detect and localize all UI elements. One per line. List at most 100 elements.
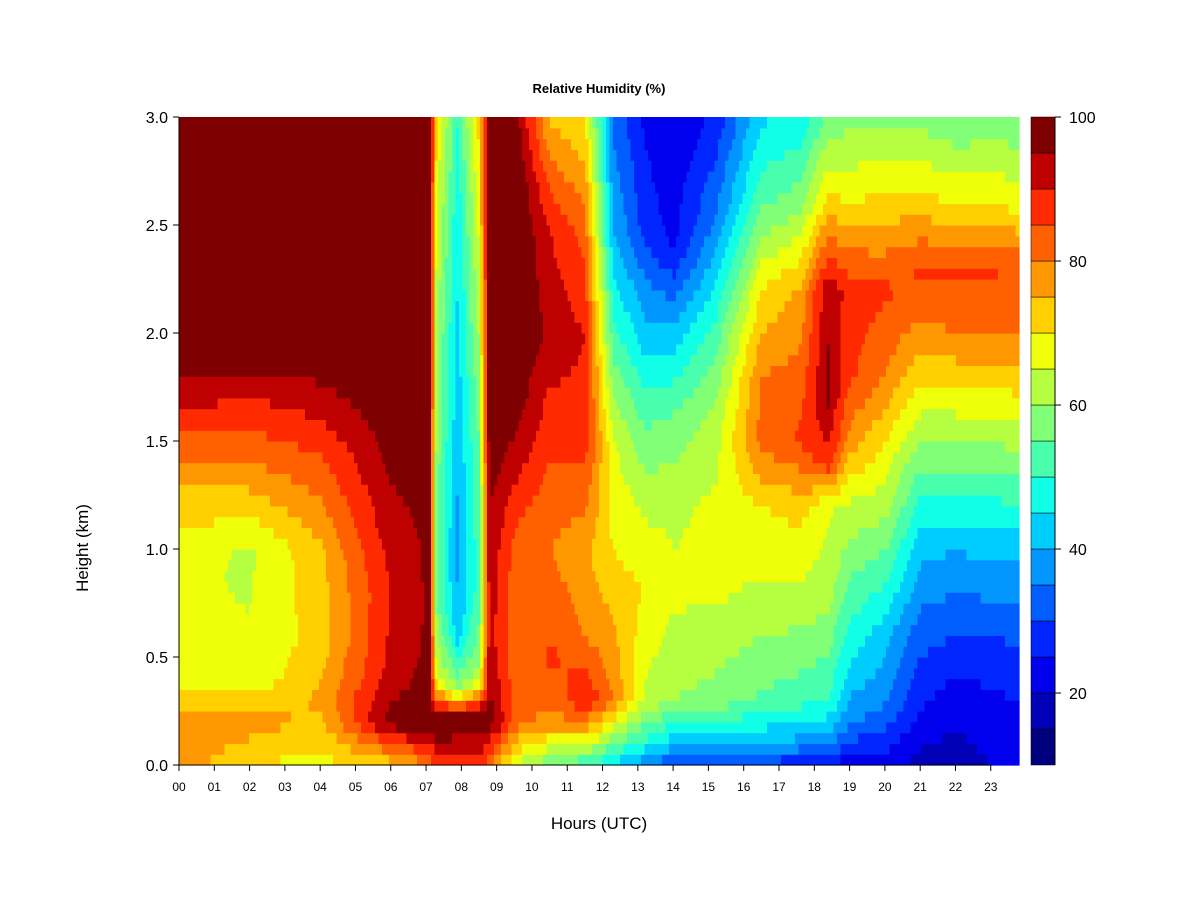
heatmap-cell [434, 646, 439, 658]
heatmap-cell [263, 419, 268, 431]
heatmap-cell [224, 235, 229, 248]
heatmap-cell [434, 430, 439, 442]
heatmap-cell [214, 559, 219, 572]
heatmap-cell [340, 225, 345, 237]
heatmap-cell [343, 635, 348, 647]
heatmap-cell [462, 678, 467, 690]
heatmap-cell [224, 300, 229, 312]
heatmap-cell [406, 117, 411, 129]
heatmap-cell [466, 192, 471, 204]
heatmap-cell [245, 603, 250, 615]
heatmap-cell [301, 322, 306, 334]
heatmap-cell [329, 657, 334, 669]
heatmap-cell [319, 192, 324, 204]
heatmap-cell [392, 300, 397, 312]
heatmap-cell [410, 430, 415, 442]
heatmap-cell [231, 462, 236, 474]
heatmap-cell [231, 430, 236, 442]
heatmap-cell [287, 559, 292, 572]
heatmap-cell [238, 592, 243, 604]
heatmap-cell [466, 581, 471, 593]
heatmap-cell [228, 408, 233, 420]
heatmap-cell [249, 700, 254, 712]
heatmap-cell [189, 117, 194, 129]
heatmap-cell [364, 624, 369, 636]
heatmap-cell [308, 117, 313, 129]
heatmap-cell [438, 635, 443, 647]
heatmap-cell [343, 365, 348, 377]
heatmap-cell [315, 538, 320, 550]
heatmap-cell [392, 527, 397, 539]
heatmap-cell [273, 516, 278, 528]
heatmap-cell [438, 225, 443, 237]
heatmap-cell [266, 408, 271, 420]
heatmap-cell [350, 657, 355, 669]
heatmap-cell [462, 203, 467, 215]
heatmap-cell [406, 462, 411, 474]
heatmap-cell [259, 300, 264, 312]
heatmap-cell [196, 246, 201, 258]
heatmap-cell [186, 376, 191, 388]
heatmap-cell [221, 376, 226, 388]
heatmap-cell [382, 127, 387, 140]
heatmap-cell [434, 689, 439, 701]
heatmap-cell [326, 495, 331, 507]
heatmap-cell [347, 451, 352, 464]
heatmap-cell [459, 365, 464, 377]
heatmap-cell [270, 387, 275, 399]
heatmap-cell [291, 117, 296, 129]
heatmap-cell [277, 138, 282, 150]
heatmap-cell [270, 300, 275, 312]
heatmap-cell [438, 419, 443, 431]
heatmap-cell [235, 549, 240, 561]
heatmap-cell [210, 635, 215, 647]
heatmap-cell [361, 495, 366, 507]
heatmap-cell [382, 343, 387, 356]
heatmap-cell [424, 354, 429, 366]
heatmap-cell [452, 635, 457, 647]
heatmap-cell [221, 160, 226, 172]
heatmap-cell [298, 311, 303, 323]
heatmap-cell [431, 441, 436, 453]
heatmap-cell [378, 117, 383, 129]
heatmap-cell [270, 203, 275, 215]
heatmap-cell [221, 700, 226, 712]
heatmap-cell [273, 635, 278, 647]
heatmap-cell [329, 700, 334, 712]
heatmap-cell [221, 138, 226, 150]
heatmap-cell [424, 365, 429, 377]
heatmap-cell [371, 149, 376, 161]
heatmap-cell [403, 354, 408, 366]
heatmap-cell [193, 214, 198, 226]
heatmap-cell [280, 527, 285, 539]
heatmap-cell [336, 689, 341, 701]
heatmap-cell [203, 214, 208, 226]
heatmap-cell [270, 549, 275, 561]
heatmap-cell [438, 667, 443, 680]
heatmap-cell [196, 127, 201, 140]
heatmap-cell [406, 257, 411, 269]
heatmap-cell [392, 246, 397, 258]
heatmap-cell [238, 354, 243, 366]
heatmap-cell [434, 624, 439, 636]
heatmap-cell [298, 322, 303, 334]
heatmap-cell [200, 495, 205, 507]
heatmap-cell [329, 484, 334, 496]
heatmap-cell [466, 462, 471, 474]
heatmap-cell [196, 441, 201, 453]
heatmap-cell [410, 516, 415, 528]
heatmap-cell [333, 570, 338, 582]
heatmap-cell [357, 419, 362, 431]
heatmap-cell [217, 667, 222, 680]
heatmap-cell [424, 505, 429, 518]
heatmap-cell [329, 603, 334, 615]
heatmap-cell [214, 635, 219, 647]
heatmap-cell [277, 613, 282, 626]
heatmap-cell [249, 603, 254, 615]
heatmap-cell [193, 311, 198, 323]
heatmap-cell [210, 603, 215, 615]
heatmap-cell [385, 732, 390, 744]
heatmap-cell [193, 149, 198, 161]
heatmap-cell [203, 376, 208, 388]
heatmap-cell [284, 419, 289, 431]
